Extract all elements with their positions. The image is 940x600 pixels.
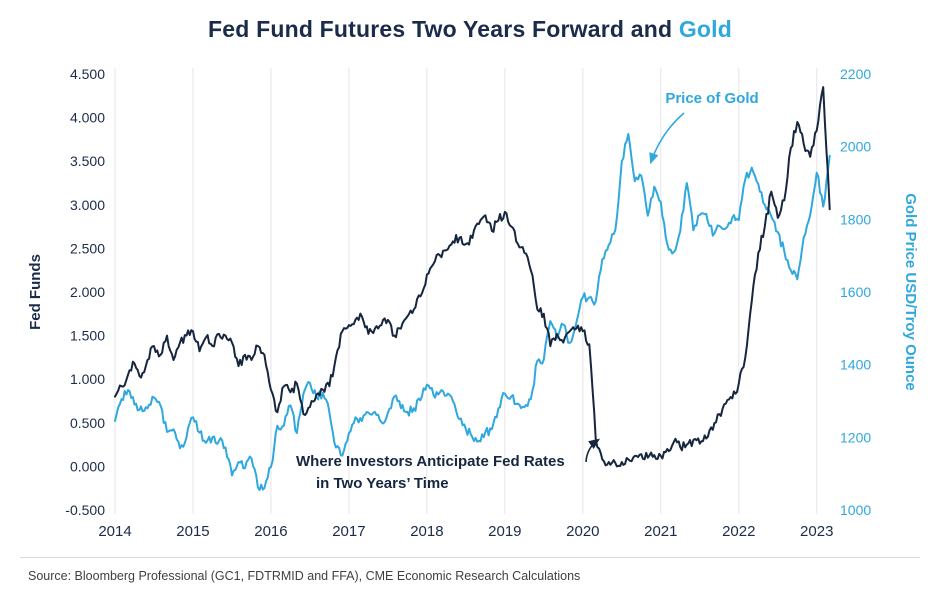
right-axis-title: Gold Price USD/Troy Ounce [902,193,919,391]
gold-series-line [114,133,831,491]
left-tick-label: 2.500 [70,240,105,256]
left-tick-label: 3.500 [70,153,105,169]
left-tick-label: 0.000 [70,458,105,474]
right-tick-label: 2000 [840,139,871,155]
left-tick-label: 0.500 [70,415,105,431]
left-axis-title: Fed Funds [27,254,44,330]
left-tick-label: -0.500 [65,502,105,518]
left-tick-label: 3.000 [70,197,105,213]
x-tick-label: 2017 [332,523,365,540]
annotation-text: Price of Gold [665,90,758,107]
left-tick-label: 1.500 [70,328,105,344]
x-tick-label: 2021 [644,523,677,540]
x-tick-label: 2016 [254,523,287,540]
chart-title-gold-highlight: Gold [678,16,733,42]
annotation-text: Where Investors Anticipate Fed Rates [296,453,565,470]
annotation-text: in Two Years’ Time [316,475,449,492]
left-tick-label: 4.000 [70,110,105,126]
right-tick-label: 1800 [840,211,871,227]
source-footer: Source: Bloomberg Professional (GC1, FDT… [20,557,920,583]
right-tick-label: 1000 [840,502,871,518]
right-tick-label: 1400 [840,357,871,373]
x-tick-label: 2020 [566,523,599,540]
right-tick-label: 1600 [840,284,871,300]
x-tick-label: 2014 [98,523,131,540]
right-tick-label: 1200 [840,429,871,445]
left-tick-label: 1.000 [70,371,105,387]
x-tick-label: 2022 [722,523,755,540]
x-tick-label: 2015 [176,523,209,540]
annotation-arrow [649,112,685,165]
chart-title-main: Fed Fund Futures Two Years Forward and [207,16,679,42]
chart-title: Fed Fund Futures Two Years Forward and G… [0,0,940,52]
chart-container: Fed Fund Futures Two Years Forward and G… [0,0,940,583]
annotation-arrow [585,438,600,463]
x-tick-label: 2018 [410,523,443,540]
x-tick-label: 2023 [800,523,833,540]
x-tick-label: 2019 [488,523,521,540]
fed-futures-series-line [114,86,831,468]
source-text: Source: Bloomberg Professional (GC1, FDT… [28,569,581,583]
chart-svg: 2014 2015 2016 2017 2018 2019 2020 2021 2022 2023… [27,66,919,540]
right-tick-label: 2200 [840,66,871,82]
left-tick-label: 4.500 [70,66,105,82]
left-tick-label: 2.000 [70,284,105,300]
